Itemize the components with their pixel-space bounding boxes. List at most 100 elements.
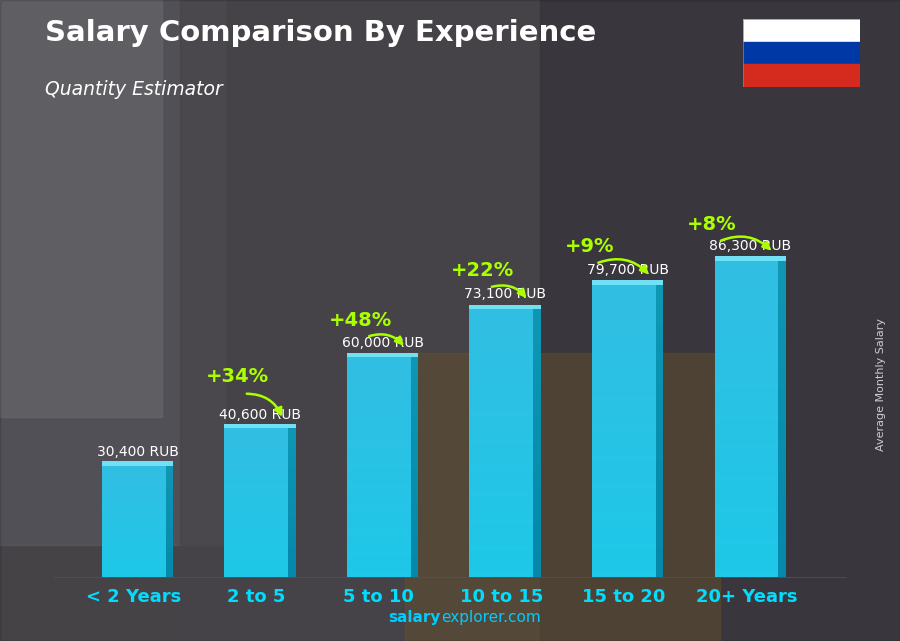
Bar xyxy=(410,474,419,478)
Bar xyxy=(470,501,533,506)
Bar xyxy=(166,503,173,504)
Bar xyxy=(656,436,663,440)
Bar xyxy=(288,522,296,525)
Bar xyxy=(224,473,288,475)
Bar xyxy=(592,363,656,368)
Bar xyxy=(224,431,288,433)
Bar xyxy=(288,453,296,456)
Bar xyxy=(656,392,663,397)
Bar xyxy=(533,425,541,429)
Bar xyxy=(533,515,541,519)
Bar xyxy=(656,440,663,445)
Bar xyxy=(715,529,778,535)
Bar xyxy=(410,555,419,558)
Bar xyxy=(778,292,786,297)
Bar xyxy=(346,394,410,397)
Bar xyxy=(166,542,173,544)
Bar xyxy=(166,564,173,566)
Bar xyxy=(288,440,296,443)
Bar xyxy=(533,331,541,336)
Bar xyxy=(224,522,288,525)
Bar xyxy=(656,421,663,426)
Bar xyxy=(715,308,778,313)
Bar xyxy=(470,537,533,541)
Bar xyxy=(102,531,166,533)
Bar xyxy=(102,486,166,488)
Text: 30,400 RUB: 30,400 RUB xyxy=(96,445,178,459)
Bar xyxy=(533,345,541,349)
Bar xyxy=(592,485,656,489)
Bar xyxy=(224,497,288,500)
Bar xyxy=(166,504,173,506)
Bar xyxy=(224,468,288,470)
Bar xyxy=(224,443,288,445)
Bar xyxy=(410,416,419,419)
Bar xyxy=(470,309,533,313)
Bar xyxy=(102,467,166,469)
Bar xyxy=(166,538,173,540)
Bar xyxy=(102,477,166,479)
Bar xyxy=(656,319,663,324)
Bar xyxy=(102,461,173,465)
Bar xyxy=(166,571,173,573)
Bar xyxy=(592,329,656,333)
Bar xyxy=(715,408,778,413)
Bar xyxy=(592,314,656,319)
Bar xyxy=(166,566,173,568)
Text: +48%: +48% xyxy=(328,311,392,329)
Bar xyxy=(288,475,296,478)
Bar xyxy=(778,435,786,440)
Bar xyxy=(715,487,778,492)
Bar xyxy=(656,499,663,504)
Bar xyxy=(102,482,166,484)
Bar xyxy=(288,508,296,510)
Bar xyxy=(410,376,419,379)
Bar xyxy=(166,560,173,562)
Bar xyxy=(224,478,288,480)
Bar xyxy=(470,358,533,363)
Bar xyxy=(288,572,296,574)
Bar xyxy=(592,412,656,417)
Bar xyxy=(715,345,778,351)
Bar xyxy=(166,467,173,469)
Bar xyxy=(778,424,786,429)
Bar xyxy=(592,494,656,499)
Bar xyxy=(533,438,541,443)
Bar xyxy=(288,443,296,445)
Bar xyxy=(656,348,663,353)
Bar xyxy=(288,458,296,460)
Bar xyxy=(592,392,656,397)
Bar xyxy=(224,485,288,488)
Bar xyxy=(346,416,410,419)
Bar xyxy=(410,438,419,442)
Bar xyxy=(166,521,173,523)
Bar xyxy=(288,515,296,517)
Bar xyxy=(224,445,288,448)
Bar xyxy=(288,510,296,512)
Bar xyxy=(656,489,663,494)
Bar xyxy=(470,532,533,537)
Bar xyxy=(346,361,410,365)
Bar xyxy=(470,340,533,345)
Bar xyxy=(533,550,541,554)
Bar xyxy=(592,455,656,460)
Bar xyxy=(180,0,585,641)
Bar xyxy=(656,475,663,479)
Bar xyxy=(470,519,533,523)
Bar xyxy=(592,310,656,314)
Bar xyxy=(778,492,786,498)
Bar xyxy=(715,540,778,545)
Bar xyxy=(288,428,296,431)
Bar xyxy=(410,394,419,397)
Bar xyxy=(166,517,173,519)
Bar xyxy=(224,448,288,451)
Bar xyxy=(102,523,166,525)
Bar xyxy=(410,515,419,519)
Bar xyxy=(778,508,786,513)
Bar xyxy=(592,333,656,338)
Bar xyxy=(715,498,778,503)
Bar xyxy=(656,470,663,475)
Bar xyxy=(288,485,296,488)
Bar xyxy=(715,561,778,567)
Text: 73,100 RUB: 73,100 RUB xyxy=(464,287,546,301)
